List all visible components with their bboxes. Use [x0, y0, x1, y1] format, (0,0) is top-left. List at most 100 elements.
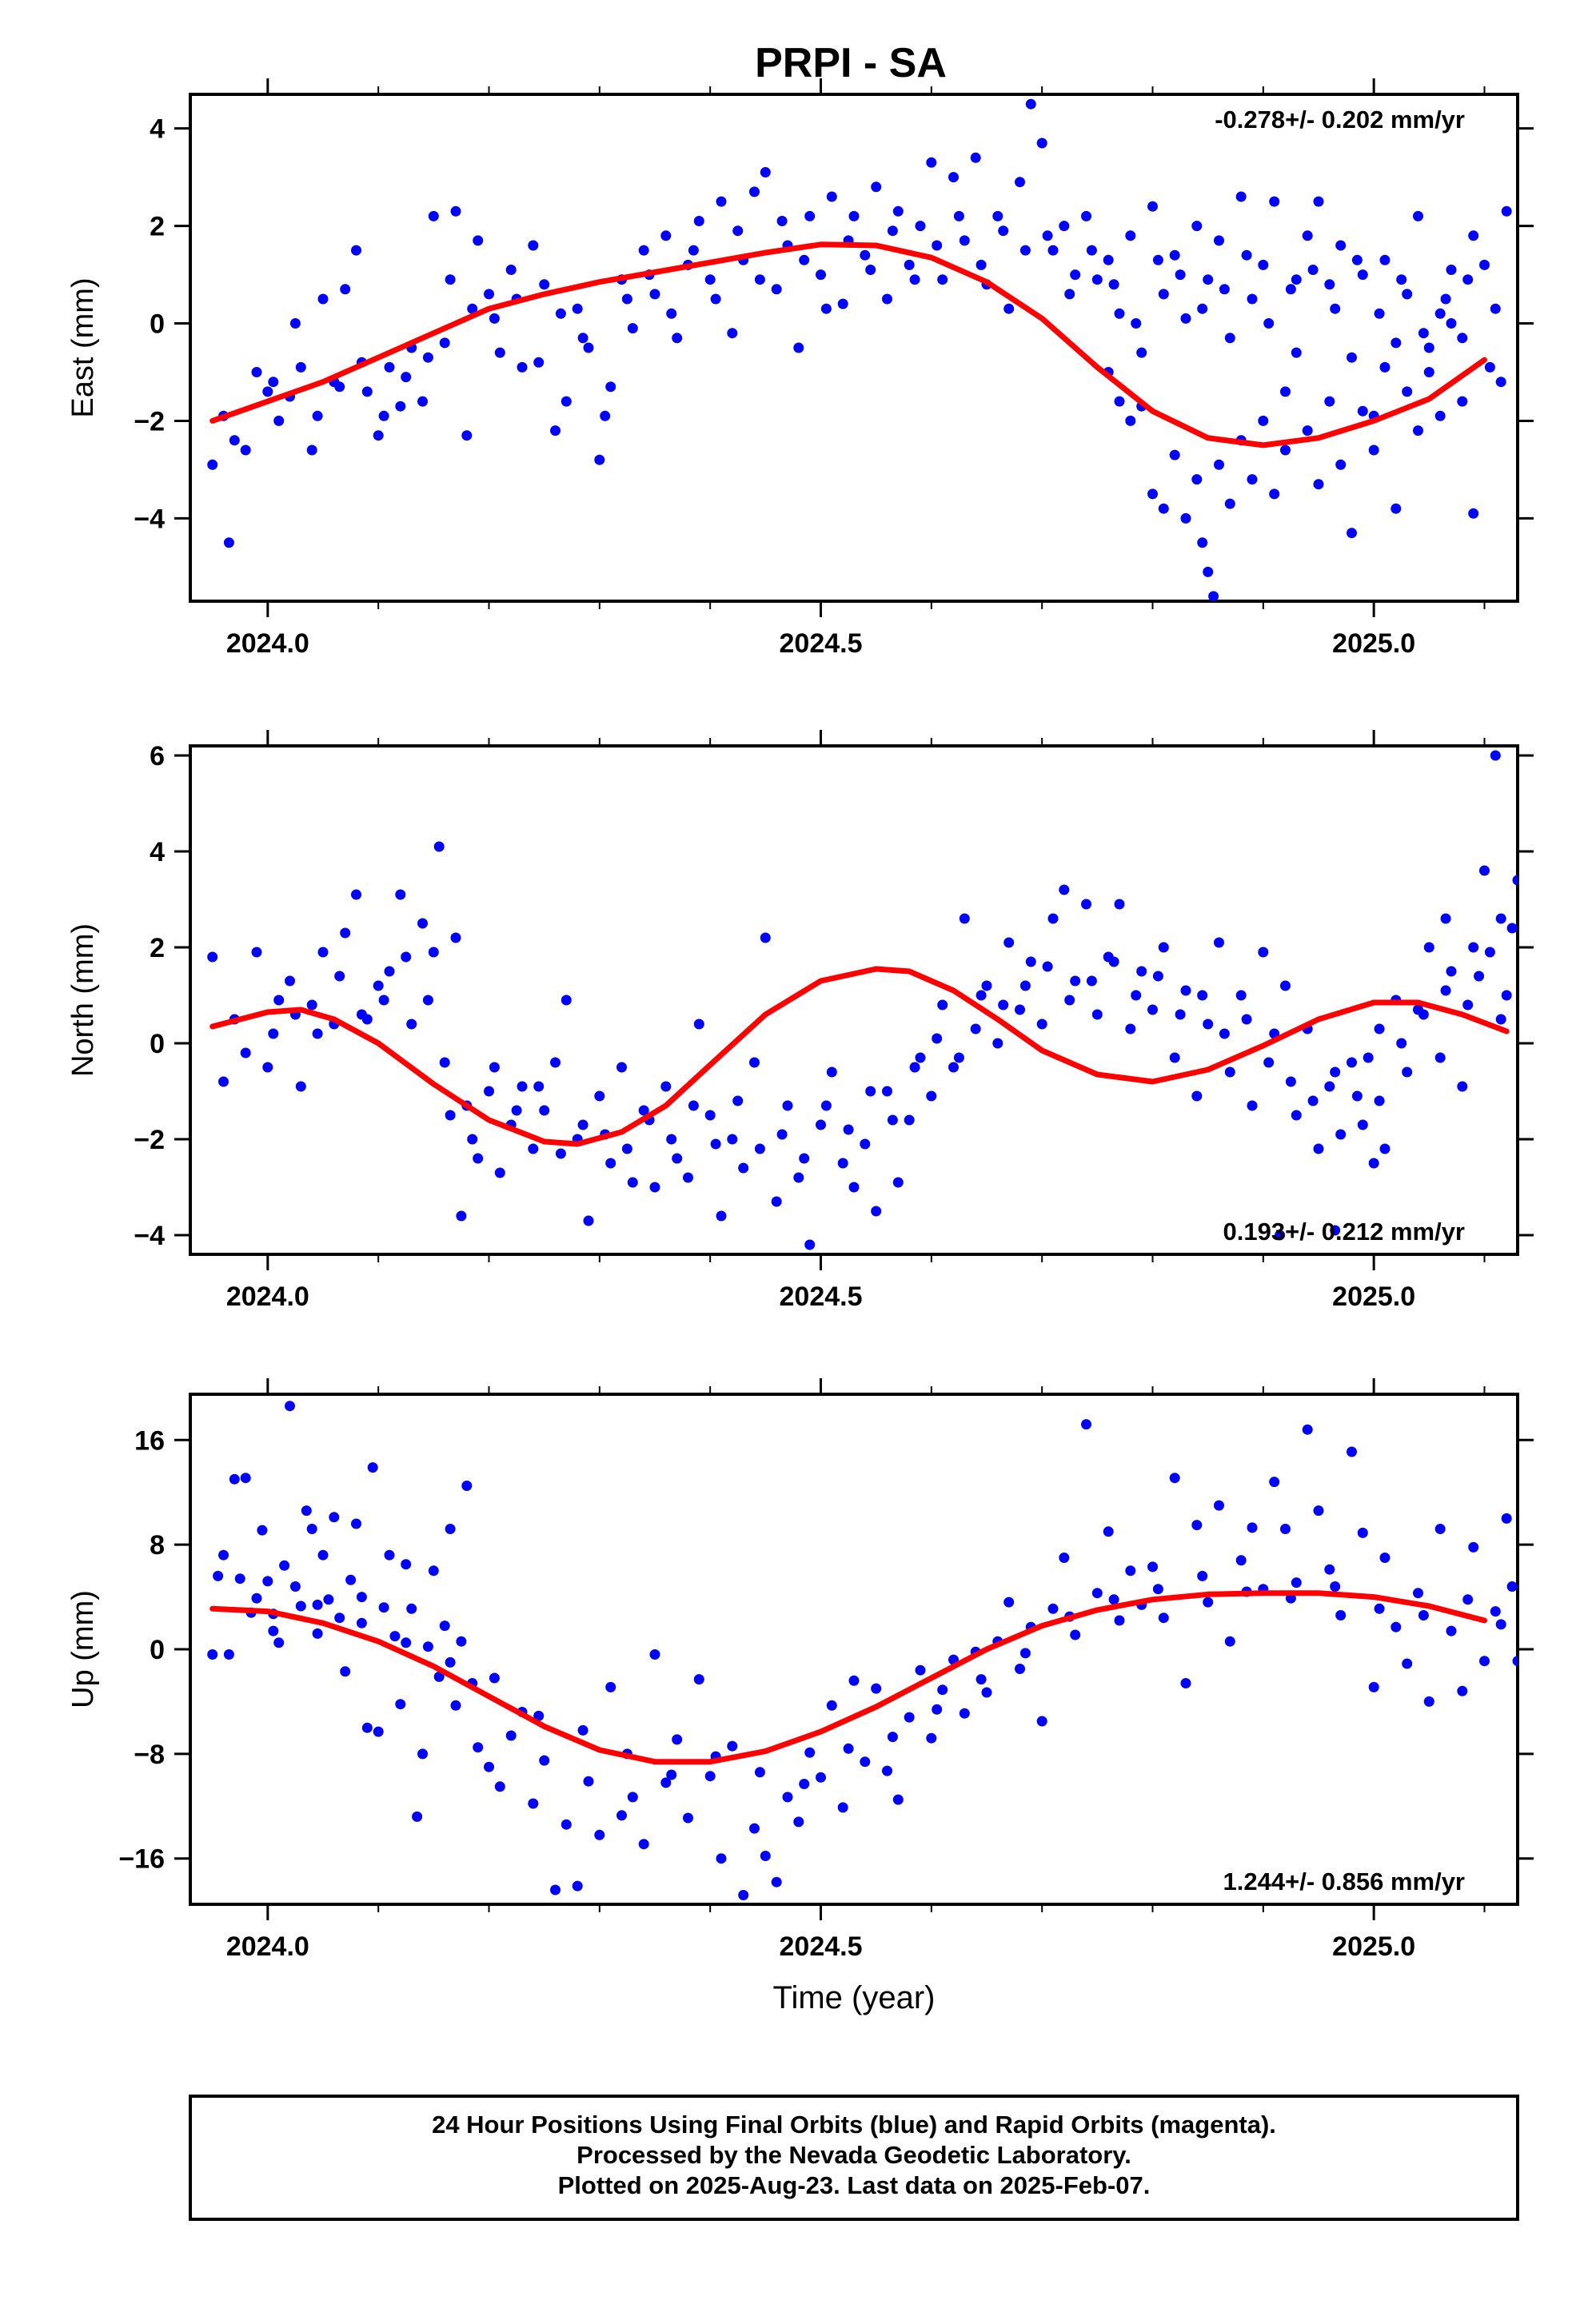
data-point — [1379, 1143, 1390, 1154]
data-point — [1379, 361, 1390, 373]
data-point — [616, 1810, 627, 1821]
data-point — [1036, 1018, 1047, 1030]
data-point — [1291, 274, 1302, 285]
data-point — [816, 269, 826, 281]
data-point — [1423, 367, 1434, 377]
data-point — [1081, 899, 1091, 910]
data-point — [1379, 254, 1390, 265]
data-point — [528, 240, 539, 251]
data-point — [1003, 1597, 1015, 1608]
data-point — [1136, 347, 1147, 358]
data-point — [1484, 361, 1495, 373]
data-point — [904, 1114, 915, 1126]
data-point — [799, 1153, 810, 1164]
data-point — [1235, 1555, 1247, 1566]
data-point — [251, 947, 262, 958]
data-point — [1025, 98, 1036, 110]
data-point — [361, 1722, 373, 1733]
data-point — [837, 1158, 848, 1169]
data-point — [1086, 245, 1097, 256]
data-point — [1258, 415, 1269, 426]
data-point — [1468, 942, 1479, 953]
data-point — [887, 1114, 898, 1126]
data-point — [1302, 230, 1313, 241]
data-point — [1158, 1612, 1169, 1624]
data-point — [1263, 1057, 1275, 1068]
data-point — [1180, 985, 1191, 996]
data-point — [1203, 274, 1214, 285]
data-point — [976, 1674, 987, 1685]
marks — [207, 1401, 1518, 1900]
data-point — [422, 1641, 433, 1652]
data-point — [384, 361, 395, 373]
fit-curve — [209, 966, 1510, 1147]
data-point — [1335, 1129, 1347, 1140]
data-point — [356, 1009, 367, 1020]
data-point — [1131, 318, 1142, 329]
data-point — [660, 1081, 672, 1092]
data-point — [848, 210, 860, 221]
data-point — [1224, 333, 1235, 344]
data-point — [484, 289, 494, 300]
data-point — [1114, 1615, 1125, 1626]
data-point — [251, 367, 262, 377]
data-point — [926, 157, 937, 168]
data-point — [1235, 990, 1247, 1001]
panel-2: 2024.0 2024.5 2025.0 −16 −8 0 8 16 Up (mm) Time (… — [66, 1378, 1534, 2015]
data-point — [1501, 205, 1512, 217]
data-point — [1125, 1565, 1136, 1577]
data-point — [1070, 975, 1081, 987]
data-point — [1368, 1158, 1379, 1169]
data-point — [627, 1792, 638, 1803]
data-point — [1036, 1716, 1047, 1727]
data-point — [837, 298, 848, 309]
data-point — [1059, 884, 1070, 895]
data-point — [1330, 1581, 1341, 1592]
data-point — [317, 1549, 329, 1561]
y-tick-label: −4 — [134, 1221, 165, 1251]
data-point — [1269, 1477, 1280, 1488]
data-point — [223, 1649, 234, 1660]
data-point — [704, 1110, 716, 1121]
data-point — [616, 1062, 627, 1073]
data-point — [517, 1081, 528, 1092]
data-point — [1423, 942, 1434, 953]
data-point — [528, 1798, 539, 1809]
data-point — [776, 1129, 788, 1140]
data-point — [1197, 1570, 1208, 1581]
data-point — [600, 410, 611, 421]
data-point — [937, 999, 948, 1011]
data-point — [1131, 990, 1142, 1001]
data-point — [378, 410, 389, 421]
data-point — [428, 947, 439, 958]
x-tick-label: 2024.0 — [226, 628, 309, 659]
y-axis-label: East (mm) — [66, 277, 100, 417]
data-point — [550, 1057, 561, 1068]
panels: 2024.0 2024.5 2025.0 −4 −2 0 2 4 East (mm) -0.278… — [66, 78, 1534, 2015]
data-point — [860, 1756, 871, 1768]
data-point — [340, 1666, 351, 1677]
data-point — [710, 293, 721, 305]
data-point — [1390, 337, 1402, 349]
data-point — [583, 1215, 594, 1226]
data-point — [1224, 498, 1235, 509]
data-point — [1042, 230, 1053, 241]
data-point — [804, 1239, 816, 1250]
data-point — [439, 1620, 450, 1632]
data-point — [1468, 508, 1479, 519]
data-point — [1191, 1520, 1203, 1531]
data-point — [1374, 308, 1385, 319]
data-point — [268, 1028, 279, 1039]
data-point — [494, 347, 505, 358]
data-point — [887, 225, 898, 237]
data-point — [848, 1675, 860, 1686]
data-point — [904, 1712, 915, 1723]
data-point — [1402, 1066, 1413, 1078]
data-point — [401, 372, 412, 383]
data-point — [638, 245, 649, 256]
data-point — [505, 1730, 517, 1741]
data-point — [539, 279, 550, 290]
data-point — [882, 1086, 892, 1097]
data-point — [760, 167, 771, 177]
data-point — [1091, 1009, 1103, 1020]
